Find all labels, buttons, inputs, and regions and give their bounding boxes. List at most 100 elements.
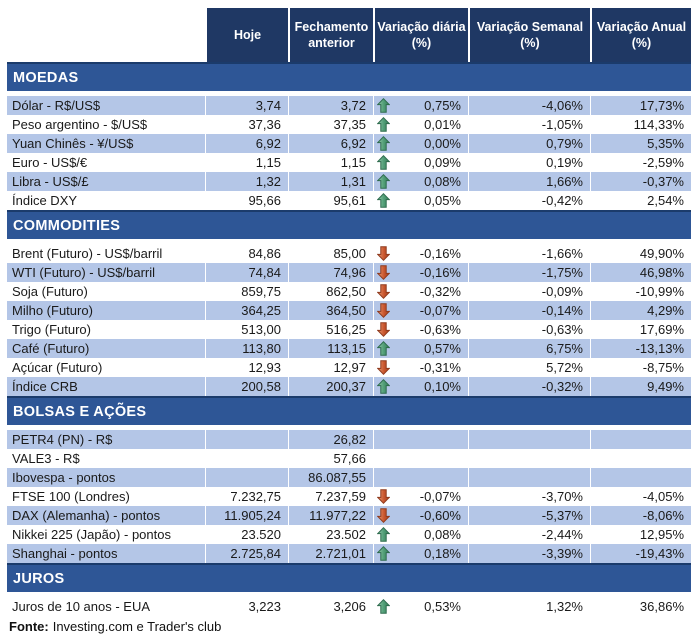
cell-annual-variation: 2,54% [590,191,691,210]
cell-today: 3,74 [205,96,288,115]
cell-annual-variation [590,449,691,468]
row-label: Euro - US$/€ [12,155,88,170]
daily-variation-value: -0,31% [419,360,461,375]
indicators-table: Hoje Fechamento anterior Variação diária… [7,8,691,616]
cell-today: 364,25 [205,301,288,320]
daily-variation-value: 0,05% [424,193,461,208]
row-label: Café (Futuro) [7,339,205,358]
cell-weekly-variation: -2,44% [468,525,590,544]
section-header: MOEDAS [7,62,691,91]
cell-prev-close: 200,37 [288,377,373,396]
cell-today: 11.905,24 [205,506,288,525]
trend-up-icon [377,98,390,113]
cell-daily-variation: -0,60% [373,506,468,525]
table-row: Dólar - R$/US$ 3,74 3,72 0,75% -4,06% 17,73% [7,96,691,115]
cell-weekly-variation: -4,06% [468,96,590,115]
trend-up-icon [377,136,390,151]
table-row: Peso argentino - $/US$ 37,36 37,35 0,01% -1,… [7,115,691,134]
cell-annual-variation [590,468,691,487]
cell-today: 6,92 [205,134,288,153]
cell-today: 513,00 [205,320,288,339]
cell-prev-close: 3,72 [288,96,373,115]
row-label: FTSE 100 (Londres) [12,489,130,504]
cell-annual-variation: -0,37% [590,172,691,191]
cell-annual-variation: 9,49% [590,377,691,396]
row-label: Soja (Futuro) [12,284,88,299]
cell-annual-variation: -8,06% [590,506,691,525]
cell-prev-close: 516,25 [288,320,373,339]
cell-daily-variation: 0,53% [373,597,468,616]
trend-down-icon [377,489,390,504]
cell-prev-close: 7.237,59 [288,487,373,506]
row-label: DAX (Alemanha) - pontos [7,506,205,525]
daily-variation-value: 0,08% [424,527,461,542]
cell-daily-variation: 0,00% [373,134,468,153]
table-row: Shanghai - pontos 2.725,84 2.721,01 0,18% -3… [7,544,691,563]
cell-prev-close: 23.502 [288,525,373,544]
row-label: WTI (Futuro) - US$/barril [7,263,205,282]
cell-today: 7.232,75 [205,487,288,506]
table-row: Nikkei 225 (Japão) - pontos 23.520 23.502 0… [7,525,691,544]
cell-prev-close: 85,00 [288,244,373,263]
row-label: Nikkei 225 (Japão) - pontos [12,527,171,542]
row-label: VALE3 - R$ [12,451,80,466]
cell-prev-close: 364,50 [288,301,373,320]
cell-prev-close: 37,35 [288,115,373,134]
section-gap [7,91,691,96]
row-label: Açúcar (Futuro) [12,360,103,375]
cell-weekly-variation [468,449,590,468]
cell-today [205,468,288,487]
col-header-weekly-variation: Variação Semanal (%) [468,8,590,62]
cell-today: 1,15 [205,153,288,172]
cell-annual-variation: -19,43% [590,544,691,563]
trend-up-icon [377,341,390,356]
cell-today: 37,36 [205,115,288,134]
cell-weekly-variation: 1,66% [468,172,590,191]
daily-variation-value: 0,10% [424,379,461,394]
row-label: Índice DXY [12,193,78,208]
daily-variation-value: -0,07% [419,303,461,318]
cell-weekly-variation: -1,75% [468,263,590,282]
row-label: Peso argentino - $/US$ [12,117,148,132]
cell-prev-close: 12,97 [288,358,373,377]
trend-down-icon [377,265,390,280]
row-label: Ibovespa - pontos [7,468,205,487]
cell-today: 95,66 [205,191,288,210]
cell-weekly-variation: -0,32% [468,377,590,396]
cell-daily-variation: 0,57% [373,339,468,358]
cell-annual-variation: 4,29% [590,301,691,320]
cell-today: 3,223 [205,597,288,616]
section-gap [7,592,691,597]
cell-daily-variation: -0,32% [373,282,468,301]
table-body: MOEDAS Dólar - R$/US$ 3,74 3,72 0,75% -4,06% 1… [7,62,691,616]
cell-prev-close: 1,31 [288,172,373,191]
col-header-prev-close: Fechamento anterior [288,8,373,62]
table-row: Juros de 10 anos - EUA 3,223 3,206 0,53% 1,3… [7,597,691,616]
table-row: Soja (Futuro) 859,75 862,50 -0,32% -0,09% -10… [7,282,691,301]
cell-weekly-variation: -0,63% [468,320,590,339]
cell-prev-close: 3,206 [288,597,373,616]
row-label: Yuan Chinês - ¥/US$ [7,134,205,153]
cell-weekly-variation: -3,70% [468,487,590,506]
row-label: PETR4 (PN) - R$ [7,430,205,449]
cell-weekly-variation [468,468,590,487]
daily-variation-value: 0,01% [424,117,461,132]
trend-down-icon [377,360,390,375]
daily-variation-value: 0,57% [424,341,461,356]
section-title: MOEDAS [13,69,79,86]
cell-prev-close: 74,96 [288,263,373,282]
trend-up-icon [377,117,390,132]
cell-annual-variation: -10,99% [590,282,691,301]
cell-today: 200,58 [205,377,288,396]
trend-up-icon [377,155,390,170]
cell-daily-variation: -0,63% [373,320,468,339]
daily-variation-value: -0,16% [419,265,461,280]
table-row: Açúcar (Futuro) 12,93 12,97 -0,31% 5,72% -8,7… [7,358,691,377]
cell-weekly-variation: -3,39% [468,544,590,563]
cell-annual-variation: 5,35% [590,134,691,153]
row-label: Milho (Futuro) [7,301,205,320]
section-title: JUROS [13,570,65,587]
cell-annual-variation: -4,05% [590,487,691,506]
table-row: Índice CRB 200,58 200,37 0,10% -0,32% 9,49% [7,377,691,396]
cell-annual-variation: 46,98% [590,263,691,282]
